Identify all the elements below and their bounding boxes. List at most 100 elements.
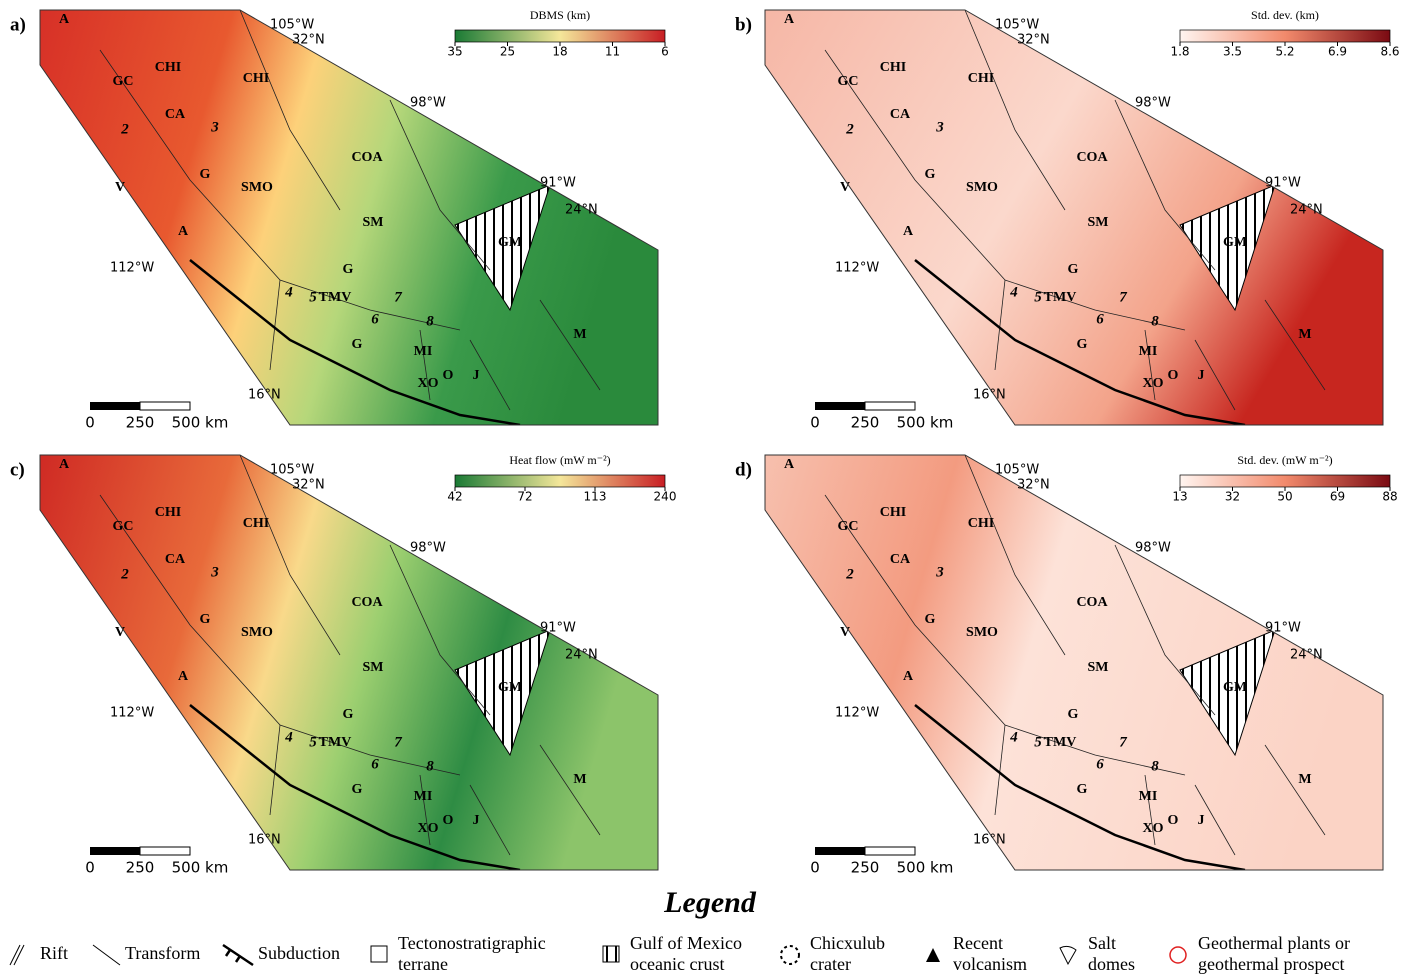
terrane-label: A (178, 669, 189, 684)
coordinate-label: 98°W (410, 541, 446, 556)
coordinate-label: 24°N (565, 648, 598, 663)
terrane-label: J (473, 813, 480, 828)
scale-bar-white (139, 401, 191, 411)
legend-label: Recent (953, 933, 1003, 953)
coordinate-label: 98°W (410, 96, 446, 111)
scale-bar-label: 0 (810, 414, 820, 432)
terrane-label: M (573, 327, 586, 342)
terrane-label: A (903, 669, 914, 684)
terrane-label: 5 (309, 289, 317, 305)
legend-item: Transform (92, 943, 200, 966)
terrane-label: SM (1088, 660, 1109, 675)
terrane-label: 6 (371, 311, 379, 327)
coordinate-label: 16°N (973, 388, 1006, 403)
coordinate-label: 105°W (995, 463, 1039, 478)
terrane-label: A (784, 457, 795, 472)
legend-label: Transform (125, 943, 200, 963)
terrane-label: G (1068, 262, 1079, 277)
coordinate-label: 16°N (973, 833, 1006, 848)
terrane-label: SM (1088, 215, 1109, 230)
scale-bar-black (90, 847, 140, 855)
terrane-label: SMO (241, 625, 273, 640)
colorbar-tick-label: 6 (661, 45, 669, 59)
scale-bar-label: 250 (126, 859, 155, 877)
terrane-label: 8 (1151, 758, 1159, 774)
terrane-label: CHI (880, 505, 906, 520)
scale-bar-label: 500 km (897, 859, 954, 877)
colorbar-tick-label: 35 (447, 45, 462, 59)
coordinate-label: 105°W (270, 18, 314, 33)
legend-label: oceanic crust (630, 954, 724, 974)
terrane-label: GC (838, 519, 859, 534)
terrane-label: XO (418, 376, 439, 391)
colorbar (1179, 474, 1391, 488)
terrane-label: G (1068, 707, 1079, 722)
colorbar-tick-label: 72 (517, 490, 532, 504)
terrane-label: O (1168, 368, 1179, 383)
legend-label: Salt (1088, 933, 1116, 953)
colorbar-title: DBMS (km) (530, 8, 590, 22)
terrane-label: O (1168, 813, 1179, 828)
coordinate-label: 16°N (248, 833, 281, 848)
terrane-boundaries (99, 455, 601, 856)
terrane-label: 8 (1151, 313, 1159, 329)
terrane-label: MI (414, 789, 433, 804)
terrane-label: 2 (845, 121, 854, 137)
legend-label: volcanism (953, 954, 1027, 974)
coordinate-label: 32°N (1017, 478, 1050, 493)
terrane-label: M (1298, 772, 1311, 787)
terrane-label: 3 (210, 119, 219, 135)
salt-dome-symbol (1059, 945, 1077, 966)
crater-symbol (780, 945, 800, 965)
terrane-label: CA (890, 107, 911, 122)
terrane-label: V (115, 625, 125, 640)
terrane-label: CA (165, 107, 186, 122)
terrane-label: 5 (1034, 289, 1042, 305)
terrane-label: 7 (394, 289, 402, 305)
terrane-label: GM (498, 680, 522, 695)
scale-bar-label: 500 km (897, 414, 954, 432)
terrane-label: V (115, 180, 125, 195)
terrane-label: SMO (966, 625, 998, 640)
colorbar-tick-label: 50 (1277, 490, 1292, 504)
terrane-label: 8 (426, 758, 434, 774)
panel-letter: a) (10, 14, 26, 35)
terrane-label: GC (113, 519, 134, 534)
terrane-label: M (573, 772, 586, 787)
coordinate-label: 112°W (835, 706, 879, 721)
terrane-label: TMV (1044, 290, 1077, 305)
legend-label: domes (1088, 954, 1135, 974)
terrane-label: 8 (426, 313, 434, 329)
colorbar-tick-label: 25 (500, 45, 515, 59)
colorbar-tick-label: 5.2 (1275, 45, 1294, 59)
terrane-label: CHI (968, 71, 994, 86)
coordinate-label: 24°N (1290, 203, 1323, 218)
terrane-label: G (343, 262, 354, 277)
colorbar-title: Std. dev. (km) (1251, 8, 1319, 22)
scale-bar-label: 250 (126, 414, 155, 432)
coordinate-label: 91°W (1265, 176, 1301, 191)
terrane-label: CA (890, 552, 911, 567)
terrane-label: GM (1223, 235, 1247, 250)
terrane-label: SMO (241, 180, 273, 195)
colorbar-tick-label: 8.6 (1380, 45, 1399, 59)
volcano-symbol (926, 948, 940, 962)
scale-bar-label: 500 km (172, 414, 229, 432)
gulf-oceanic-crust (454, 629, 551, 757)
terrane-label: 2 (845, 566, 854, 582)
panel-letter: d) (735, 459, 752, 480)
terrane-label: G (200, 612, 211, 627)
terrane-label: J (1198, 813, 1205, 828)
terrane-label: TMV (319, 290, 352, 305)
scale-bar-label: 0 (85, 414, 95, 432)
coordinate-label: 105°W (995, 18, 1039, 33)
terrane-label: TMV (319, 735, 352, 750)
terrane-label: V (840, 625, 850, 640)
coordinate-label: 98°W (1135, 541, 1171, 556)
terrane-label: O (443, 368, 454, 383)
